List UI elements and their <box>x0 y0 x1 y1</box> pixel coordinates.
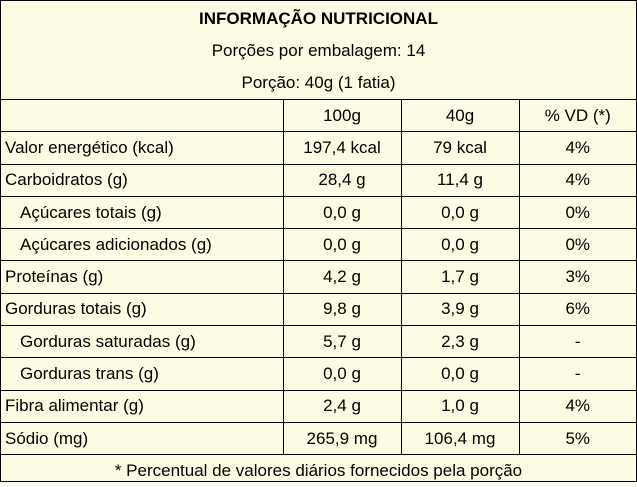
value-per-100g: 9,8 g <box>282 292 402 327</box>
nutrient-label: Açúcares adicionados (g) <box>1 228 284 262</box>
table-row: Fibra alimentar (g) 2,4 g 1,0 g 4% <box>1 389 636 423</box>
value-per-100g: 5,7 g <box>282 325 402 359</box>
panel-title: INFORMAÇÃO NUTRICIONAL <box>199 9 438 28</box>
daily-value-percent: 0% <box>518 228 636 262</box>
table-row: Gorduras saturadas (g) 5,7 g 2,3 g - <box>1 325 636 359</box>
value-per-100g: 197,4 kcal <box>282 131 402 165</box>
nutrient-label: Açúcares totais (g) <box>1 195 284 230</box>
value-per-100g: 0,0 g <box>282 228 402 262</box>
table-row: Proteínas (g) 4,2 g 1,7 g 3% <box>1 260 636 294</box>
table-row: Açúcares adicionados (g) 0,0 g 0,0 g 0% <box>1 228 636 262</box>
value-per-40g: 2,3 g <box>400 325 520 359</box>
value-per-40g: 79 kcal <box>400 131 520 165</box>
value-per-40g: 106,4 mg <box>400 421 520 456</box>
daily-value-percent: 4% <box>518 131 636 165</box>
value-per-40g: 0,0 g <box>400 228 520 262</box>
footnote: * Percentual de valores diários fornecid… <box>1 454 636 487</box>
daily-value-percent: 0% <box>518 195 636 230</box>
column-header-vd: % VD (*) <box>518 98 636 133</box>
nutrient-label: Proteínas (g) <box>1 260 284 294</box>
nutrient-label: Gorduras totais (g) <box>1 292 284 327</box>
daily-value-percent: 5% <box>518 421 636 456</box>
table-row: Carboidratos (g) 28,4 g 11,4 g 4% <box>1 163 636 197</box>
nutrient-label: Gorduras saturadas (g) <box>1 325 284 359</box>
value-per-40g: 3,9 g <box>400 292 520 327</box>
value-per-100g: 265,9 mg <box>282 421 402 456</box>
nutrient-label: Valor energético (kcal) <box>1 131 284 165</box>
column-header-40g: 40g <box>400 98 520 133</box>
value-per-100g: 4,2 g <box>282 260 402 294</box>
table-row: Açúcares totais (g) 0,0 g 0,0 g 0% <box>1 195 636 230</box>
nutrient-label: Sódio (mg) <box>1 421 284 456</box>
value-per-40g: 0,0 g <box>400 195 520 230</box>
nutrient-label: Carboidratos (g) <box>1 163 284 197</box>
table-row: Gorduras totais (g) 9,8 g 3,9 g 6% <box>1 292 636 327</box>
portion-size: Porção: 40g (1 fatia) <box>241 73 396 92</box>
value-per-40g: 0,0 g <box>400 357 520 391</box>
value-per-40g: 1,7 g <box>400 260 520 294</box>
value-per-100g: 0,0 g <box>282 195 402 230</box>
table-row: Sódio (mg) 265,9 mg 106,4 mg 5% <box>1 421 636 456</box>
value-per-40g: 1,0 g <box>400 389 520 423</box>
value-per-100g: 0,0 g <box>282 357 402 391</box>
daily-value-percent: 3% <box>518 260 636 294</box>
daily-value-percent: 4% <box>518 163 636 197</box>
table-row: Valor energético (kcal) 197,4 kcal 79 kc… <box>1 131 636 165</box>
nutrient-label: Fibra alimentar (g) <box>1 389 284 423</box>
value-per-100g: 2,4 g <box>282 389 402 423</box>
daily-value-percent: 4% <box>518 389 636 423</box>
servings-per-package: Porções por embalagem: 14 <box>211 41 426 60</box>
nutrient-label: Gorduras trans (g) <box>1 357 284 391</box>
daily-value-percent: - <box>518 325 636 359</box>
value-per-100g: 28,4 g <box>282 163 402 197</box>
value-per-40g: 11,4 g <box>400 163 520 197</box>
daily-value-percent: - <box>518 357 636 391</box>
daily-value-percent: 6% <box>518 292 636 327</box>
column-header-label <box>1 98 284 133</box>
footnote-row: * Percentual de valores diários fornecid… <box>1 454 636 487</box>
table-row: Gorduras trans (g) 0,0 g 0,0 g - <box>1 357 636 391</box>
column-header-100g: 100g <box>282 98 402 133</box>
nutrition-table: 100g 40g % VD (*) Valor energético (kcal… <box>1 98 636 487</box>
column-header-row: 100g 40g % VD (*) <box>1 98 636 133</box>
